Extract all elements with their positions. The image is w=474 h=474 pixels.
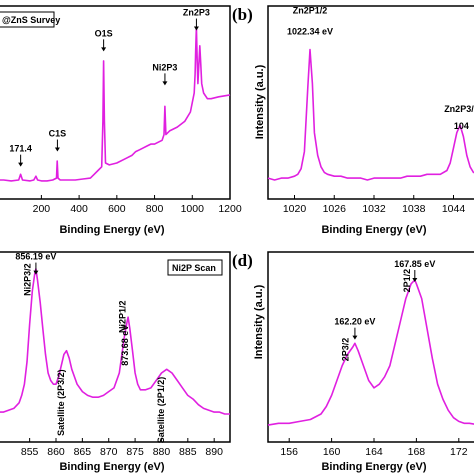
- panel-a-annotation: C1S: [49, 129, 67, 139]
- panel-c-legend-box: [167, 259, 223, 276]
- panel-a-annotation-arrowhead: [193, 26, 199, 31]
- panel-b-xlabel: Binding Energy (eV): [321, 224, 426, 236]
- panel-b: (b) Intensity (a.u.) 1020 1026 1032 1038 104…: [232, 5, 474, 236]
- panel-b-xtick-label: 1020: [283, 203, 307, 215]
- panel-b-annotation: 104: [454, 121, 469, 131]
- panel-c-annotation: 856.19 eV: [15, 252, 56, 262]
- panel-c-legend: Ni2P Scan: [167, 259, 223, 276]
- panel-c-xtick-label: 860: [47, 446, 65, 458]
- panel-c-xtick-label: 880: [153, 446, 171, 458]
- panel-a-annotation: 171.4: [9, 144, 32, 154]
- panel-a-annotation-arrowhead: [54, 147, 60, 152]
- panel-c-annotation: Ni2P3/2: [23, 263, 33, 296]
- panel-a-xlabel: Binding Energy (eV): [59, 224, 164, 236]
- panel-a-annotation-arrowhead: [162, 81, 168, 86]
- panel-a-xtick-label: 800: [146, 203, 164, 215]
- panel-c-annotation: Satellite (2P3/2): [56, 369, 66, 436]
- panel-a-legend-text: @ZnS Survey: [2, 15, 60, 25]
- panel-d-xlabel: Binding Energy (eV): [321, 461, 426, 473]
- panel-c-xtick-label: 870: [100, 446, 118, 458]
- panel-a-annotation-arrowhead: [101, 47, 107, 52]
- panel-d-xtick-label: 164: [365, 446, 383, 458]
- panel-b-annotation: Zn2P1/2: [293, 6, 328, 16]
- panel-c-xtick-label: 865: [74, 446, 92, 458]
- panel-d-annotation-arrowhead: [352, 335, 358, 340]
- panel-a-xtick-label: 200: [33, 203, 51, 215]
- panel-c-series-line: [0, 268, 230, 415]
- panel-c-xtick-label: 855: [21, 446, 39, 458]
- panel-a-xtick-label: 1200: [218, 203, 242, 215]
- panel-c-annotation: Satellite (2P1/2): [156, 377, 166, 444]
- panel-c-xtick-label: 875: [126, 446, 144, 458]
- panel-c-annotation: 873.68 eV: [120, 325, 130, 366]
- panel-d-xtick-label: 160: [323, 446, 341, 458]
- panel-d-annotation-arrowhead: [412, 278, 418, 283]
- panel-d-annotation: 2P3/2: [341, 338, 351, 362]
- panel-b-xtick-label: 1026: [323, 203, 347, 215]
- panel-a-xtick-label: 600: [108, 203, 126, 215]
- panel-d-frame: [267, 251, 474, 443]
- panel-d-ylabel: Intensity (a.u.): [253, 284, 265, 359]
- panel-a-annotation: O1S: [95, 28, 113, 38]
- panel-c-frame: [0, 251, 231, 443]
- panel-b-annotation: Zn2P3/2: [444, 104, 474, 114]
- panel-c-xtick-label: 890: [205, 446, 223, 458]
- panel-c-annotation: Ni2P1/2: [118, 301, 128, 334]
- panel-a-annotation-arrowhead: [18, 162, 24, 167]
- panel-b-xtick-label: 1038: [402, 203, 426, 215]
- panel-a-series-line: [0, 26, 231, 182]
- panel-a-legend: @ZnS Survey: [0, 11, 60, 28]
- panel-c-xtick-label: 885: [179, 446, 197, 458]
- panel-b-xtick-label: 1044: [442, 203, 466, 215]
- panel-c-plot: 855 860 865 870 875 880 885 890 856.19 eVNi2P3/2…: [0, 252, 230, 458]
- panel-d-letter: (d): [232, 251, 253, 270]
- panel-a-frame: [0, 5, 231, 200]
- panel-a-xtick-label: 400: [70, 203, 88, 215]
- panel-a-annotation: Ni2P3: [152, 62, 177, 72]
- panel-c: Ni2P Scan 855 860 865 870 875 880 885 890 856.19…: [0, 251, 231, 473]
- panel-b-annotation: 1022.34 eV: [287, 26, 333, 36]
- panel-b-series-line: [267, 48, 474, 181]
- panel-c-annotation-arrowhead: [33, 270, 39, 275]
- panel-a: @ZnS Survey 200 400 600 800 1000 1200 171.4 C1S…: [0, 5, 242, 236]
- panel-d-annotation: 167.85 eV: [394, 259, 435, 269]
- panel-a-plot: 200 400 600 800 1000 1200 171.4 C1S O1S Ni2P3 Zn2P…: [0, 8, 242, 215]
- panel-a-legend-box: [0, 11, 55, 28]
- panel-d: (d) Intensity (a.u.) 156 160 164 168 172 162.…: [232, 251, 474, 473]
- panel-b-plot: 1020 1026 1032 1038 1044 Zn2P1/2 1022.34 eV Zn2…: [267, 6, 474, 215]
- panel-b-xtick-label: 1032: [362, 203, 386, 215]
- panel-d-xtick-label: 168: [408, 446, 426, 458]
- panel-d-annotation: 2P1/2: [402, 269, 412, 293]
- panel-d-plot: 156 160 164 168 172 162.20 eV 2P3/2 167.85 eV2P…: [267, 259, 474, 458]
- panel-d-annotation: 162.20 eV: [334, 317, 375, 327]
- panel-b-letter: (b): [232, 5, 253, 24]
- panel-a-xtick-label: 1000: [181, 203, 205, 215]
- panel-b-ylabel: Intensity (a.u.): [254, 64, 266, 139]
- panel-d-xtick-label: 172: [450, 446, 468, 458]
- panel-d-xtick-label: 156: [280, 446, 298, 458]
- panel-a-annotation: Zn2P3: [183, 8, 210, 18]
- panel-c-legend-text: Ni2P Scan: [172, 263, 216, 273]
- panel-c-xlabel: Binding Energy (eV): [59, 461, 164, 473]
- panel-d-series-line: [267, 279, 474, 426]
